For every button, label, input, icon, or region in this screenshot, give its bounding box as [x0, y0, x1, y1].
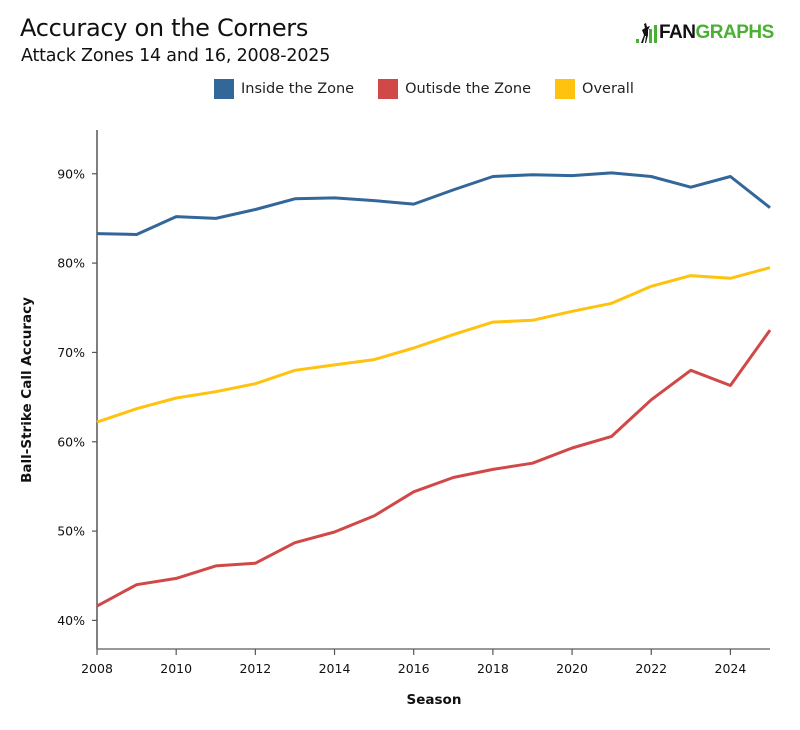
fangraphs-logo: FAN GRAPHS — [636, 21, 774, 45]
legend-swatch-outside — [378, 79, 399, 99]
legend-swatch-overall — [555, 79, 576, 99]
x-tick-label: 2024 — [715, 661, 747, 676]
axes: 40% 50% 60% 70% 80% 90% 2008 2010 2012 2014 2016 20… — [57, 130, 770, 676]
x-tick-label: 2012 — [239, 661, 271, 676]
x-axis-title: Season — [407, 692, 462, 708]
series-line-inside-the-zone — [96, 171, 771, 236]
legend-swatch-inside — [214, 79, 234, 99]
series-line-overall — [96, 266, 771, 424]
x-tick-label: 2010 — [160, 661, 192, 676]
chart-title: Accuracy on the Corners — [20, 14, 309, 42]
y-tick-label: 40% — [57, 613, 85, 628]
series-line-outisde-the-zone — [96, 329, 772, 608]
legend-label-overall: Overall — [582, 81, 634, 97]
logo-text-fan: FAN — [659, 22, 696, 43]
legend-item-inside: Inside the Zone — [214, 79, 354, 99]
x-tick-label: 2008 — [81, 661, 113, 676]
y-tick-label: 60% — [57, 434, 85, 449]
y-tick-label: 80% — [57, 256, 85, 271]
y-tick-label: 70% — [57, 345, 85, 360]
logo-text-graphs: GRAPHS — [695, 22, 775, 43]
x-tick-label: 2020 — [556, 661, 588, 676]
x-tick-label: 2016 — [398, 661, 430, 676]
legend-item-outside: Outisde the Zone — [378, 79, 531, 99]
y-tick-label: 90% — [57, 166, 85, 181]
x-tick-label: 2018 — [477, 661, 509, 676]
legend-label-outside: Outisde the Zone — [405, 81, 532, 97]
x-tick-label: 2022 — [635, 661, 667, 676]
legend-label-inside: Inside the Zone — [241, 81, 355, 97]
y-tick-label: 50% — [57, 524, 85, 539]
y-axis-title: Ball-Strike Call Accuracy — [19, 297, 35, 483]
batter-bars-icon — [636, 23, 657, 43]
legend-item-overall: Overall — [555, 79, 634, 99]
legend: Inside the Zone Outisde the Zone Overall — [214, 79, 658, 99]
series-lines — [96, 171, 772, 608]
x-tick-label: 2014 — [319, 661, 351, 676]
chart-subtitle: Attack Zones 14 and 16, 2008-2025 — [21, 46, 331, 66]
